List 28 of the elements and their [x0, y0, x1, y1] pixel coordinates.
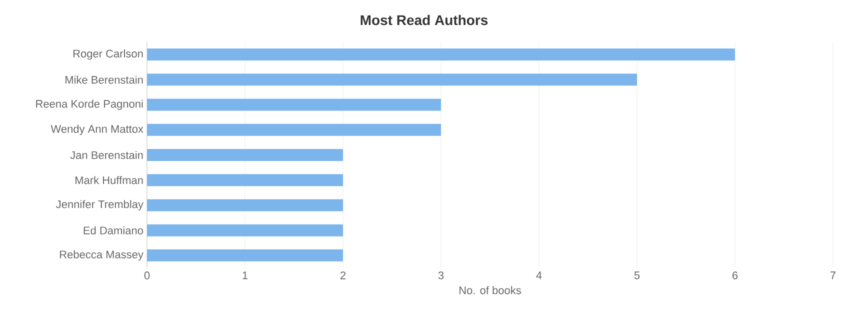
x-axis-title: No. of books	[460, 286, 521, 294]
x-tick-label: 3	[438, 272, 444, 280]
x-tick-label: 7	[830, 272, 836, 280]
chart-title: Most Read Authors	[360, 14, 488, 26]
bar	[147, 98, 442, 111]
y-tick-label: Mark Huffman	[76, 176, 143, 184]
x-tick-label: 4	[536, 272, 542, 280]
bar	[147, 249, 344, 262]
x-tick-label: 0	[144, 272, 150, 280]
y-tick-label: Rebecca Massey	[60, 250, 144, 261]
y-tick-label: Jan Berenstain	[70, 150, 143, 160]
x-tick-label: 5	[634, 272, 640, 280]
x-tick-label: 2	[340, 272, 346, 280]
bar	[147, 174, 344, 186]
x-tick-label: 6	[732, 272, 738, 280]
bar	[147, 124, 442, 136]
bar	[147, 224, 344, 236]
bar	[147, 48, 735, 61]
y-tick-label: Reena Korde Pagnoni	[36, 100, 143, 110]
y-tick-label: Ed Damiano	[84, 226, 143, 234]
bar	[147, 148, 344, 161]
y-tick-label: Mike Berenstain	[66, 76, 143, 84]
y-tick-label: Roger Carlson	[73, 49, 143, 60]
bar	[147, 199, 344, 212]
y-tick-label: Jennifer Tremblay	[56, 200, 144, 210]
y-tick-label: Wendy Ann Mattox	[50, 124, 144, 136]
x-tick-label: 1	[242, 272, 248, 280]
bar	[147, 74, 637, 86]
